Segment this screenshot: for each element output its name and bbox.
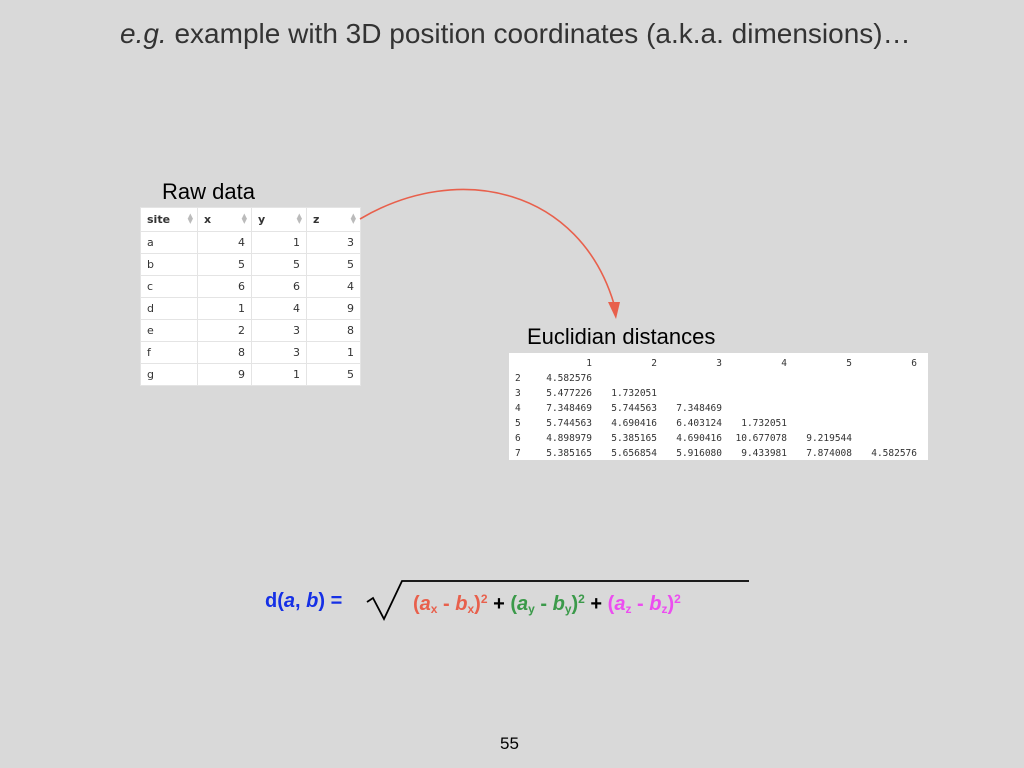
matrix-cell: 4.690416 — [676, 433, 722, 444]
matrix-cell — [722, 386, 787, 401]
matrix-col-header: 5 — [846, 358, 852, 369]
matrix-cell: 1.732051 — [611, 388, 657, 399]
matrix-cell: 5.385165 — [546, 448, 592, 459]
sort-icon[interactable]: ▲ ▼ — [187, 212, 193, 225]
formula-lhs-a: a — [283, 590, 296, 612]
square-root-sign — [366, 580, 749, 622]
matrix-cell: 7.348469 — [546, 403, 592, 414]
column-header-z[interactable]: z ▲ ▼ — [306, 207, 361, 232]
matrix-cell — [592, 371, 657, 386]
sort-icon[interactable]: ▲ ▼ — [241, 212, 247, 225]
matrix-cell — [787, 386, 852, 401]
formula-lhs: d(a, b) = — [265, 590, 342, 613]
formula-d: d( — [265, 590, 284, 612]
matrix-row-name: 5 — [515, 418, 521, 429]
matrix-row-name: 2 — [515, 373, 521, 384]
formula-lhs-b: b — [306, 590, 319, 612]
term-y: (ay - by)2 — [510, 592, 585, 616]
matrix-cell — [852, 416, 917, 431]
matrix-row: 6 4.898979 5.385165 4.690416 10.677078 9… — [513, 431, 917, 446]
raw-table-header-row: site ▲ ▼ x ▲ ▼ y ▲ ▼ z ▲ ▼ — [140, 207, 361, 232]
matrix-cell — [852, 371, 917, 386]
matrix-col-header: 1 — [586, 358, 592, 369]
matrix-cell: 5.656854 — [611, 448, 657, 459]
matrix-col-header: 3 — [716, 358, 722, 369]
matrix-cell: 9.433981 — [741, 448, 787, 459]
matrix-cell: 5.744563 — [546, 418, 592, 429]
matrix-cell — [852, 431, 917, 446]
term-z: (az - bz)2 — [607, 592, 681, 616]
matrix-cell — [722, 371, 787, 386]
matrix-row: 4 7.348469 5.744563 7.348469 — [513, 401, 917, 416]
page-number: 55 — [500, 734, 519, 753]
matrix-cell — [722, 401, 787, 416]
matrix-cell — [787, 371, 852, 386]
matrix-col-header: 6 — [911, 358, 917, 369]
matrix-cell: 6.403124 — [676, 418, 722, 429]
arrowhead-icon — [608, 302, 620, 319]
matrix-cell — [657, 386, 722, 401]
matrix-cell: 7.874008 — [806, 448, 852, 459]
distance-matrix-table: 1 2 3 4 5 6 2 4.582576 3 5.477226 1.7320… — [513, 356, 917, 461]
matrix-cell: 5.744563 — [611, 403, 657, 414]
matrix-row: 3 5.477226 1.732051 — [513, 386, 917, 401]
matrix-cell: 10.677078 — [735, 433, 787, 444]
sort-icon[interactable]: ▲ ▼ — [350, 212, 356, 225]
matrix-col-header: 2 — [651, 358, 657, 369]
matrix-row-name: 7 — [515, 448, 521, 459]
matrix-row-name: 3 — [515, 388, 521, 399]
matrix-cell — [657, 371, 722, 386]
cell-z: 5 — [306, 363, 361, 386]
matrix-cell: 4.582576 — [871, 448, 917, 459]
formula-radicand: (ax - bx)2 + (ay - by)2 + (az - bz)2 — [413, 592, 681, 616]
matrix-row: 5 5.744563 4.690416 6.403124 1.732051 — [513, 416, 917, 431]
arrow-curve — [359, 188, 615, 305]
matrix-cell: 4.690416 — [611, 418, 657, 429]
matrix-cell: 5.477226 — [546, 388, 592, 399]
matrix-cell: 5.916080 — [676, 448, 722, 459]
matrix-cell: 7.348469 — [676, 403, 722, 414]
matrix-row-name: 6 — [515, 433, 521, 444]
plus-sign: + — [487, 593, 511, 615]
matrix-cell — [852, 386, 917, 401]
matrix-col-header: 4 — [781, 358, 787, 369]
sort-icon[interactable]: ▲ ▼ — [296, 212, 302, 225]
matrix-cell — [852, 401, 917, 416]
matrix-header-row: 1 2 3 4 5 6 — [513, 356, 917, 371]
term-x: (ax - bx)2 — [413, 592, 488, 616]
matrix-row: 7 5.385165 5.656854 5.916080 9.433981 7.… — [513, 446, 917, 461]
matrix-row-name: 4 — [515, 403, 521, 414]
matrix-cell — [787, 401, 852, 416]
title-italic: e.g. — [120, 18, 167, 49]
matrix-cell: 4.582576 — [546, 373, 592, 384]
formula-comma: , — [295, 590, 307, 612]
matrix-cell: 9.219544 — [806, 433, 852, 444]
matrix-cell: 4.898979 — [546, 433, 592, 444]
matrix-row: 2 4.582576 — [513, 371, 917, 386]
distance-matrix: 1 2 3 4 5 6 2 4.582576 3 5.477226 1.7320… — [509, 353, 928, 460]
plus-sign: + — [584, 593, 608, 615]
matrix-cell — [787, 416, 852, 431]
matrix-cell: 1.732051 — [741, 418, 787, 429]
column-header-x[interactable]: x ▲ ▼ — [197, 207, 252, 232]
cell-y: 1 — [251, 363, 307, 386]
matrix-corner — [513, 356, 527, 371]
title-text: example with 3D position coordinates (a.… — [166, 18, 911, 49]
euclidian-distances-label: Euclidian distances — [527, 324, 716, 349]
radical-icon — [366, 580, 749, 622]
formula-equals: ) = — [318, 590, 343, 612]
raw-data-label: Raw data — [162, 179, 255, 204]
matrix-cell: 5.385165 — [611, 433, 657, 444]
slide-title: e.g. example with 3D position coordinate… — [120, 18, 911, 50]
